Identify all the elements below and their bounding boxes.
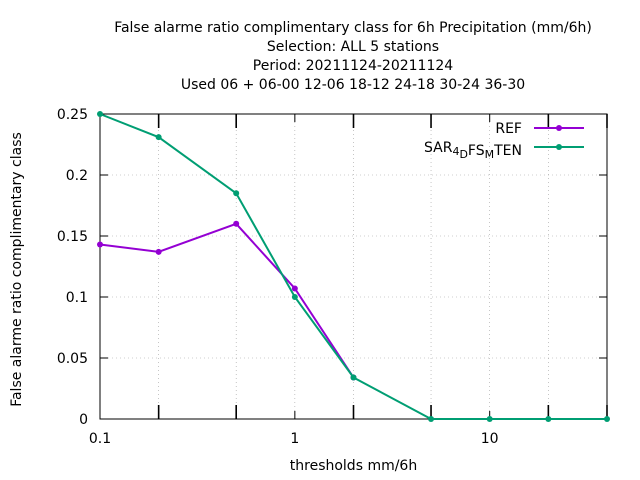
y-tick-label: 0	[79, 412, 88, 428]
x-tick-label: 0.1	[89, 431, 111, 447]
y-tick-label: 0.25	[57, 107, 88, 123]
axis-ticks	[99, 113, 608, 420]
data-point-1	[233, 190, 240, 197]
data-point-0	[97, 241, 103, 248]
y-tick-label: 0.15	[57, 229, 88, 245]
data-point-1	[486, 416, 493, 422]
title-line: Period: 20211124-20211124	[253, 58, 453, 74]
x-axis-label: thresholds mm/6h	[290, 458, 417, 474]
title-line: False alarme ratio complimentary class f…	[114, 20, 592, 36]
x-tick-label: 10	[481, 431, 499, 447]
chart-title: False alarme ratio complimentary class f…	[114, 20, 592, 93]
series-line-0	[99, 222, 355, 379]
y-axis-label: False alarme ratio complimentary class	[9, 132, 25, 407]
title-line: Selection: ALL 5 stations	[267, 39, 439, 55]
legend: REF SAR4DFSMTEN	[424, 121, 584, 161]
legend-label: SAR4DFSMTEN	[424, 140, 522, 161]
tick-labels: 0 0.05 0.1 0.15 0.2 0.25 0.1 1 10	[57, 107, 499, 447]
data-point-0	[233, 220, 240, 227]
data-point-1	[604, 416, 610, 422]
data-point-1	[350, 374, 357, 381]
data-point-1	[428, 416, 435, 422]
legend-marker	[556, 144, 562, 150]
data-point-0	[155, 248, 162, 255]
x-tick-label: 1	[290, 431, 299, 447]
data-series	[97, 111, 610, 422]
data-point-1	[545, 416, 552, 422]
y-tick-label: 0.2	[66, 168, 88, 184]
data-point-1	[291, 294, 298, 300]
y-tick-label: 0.05	[57, 351, 88, 367]
y-tick-label: 0.1	[66, 290, 88, 306]
title-line: Used 06 + 06-00 12-06 18-12 24-18 30-24 …	[181, 77, 525, 93]
grid-lines	[100, 114, 607, 419]
data-point-0	[291, 285, 298, 292]
legend-marker	[556, 125, 562, 131]
data-point-1	[97, 111, 103, 117]
legend-label: REF	[495, 121, 522, 137]
data-point-1	[155, 134, 162, 141]
